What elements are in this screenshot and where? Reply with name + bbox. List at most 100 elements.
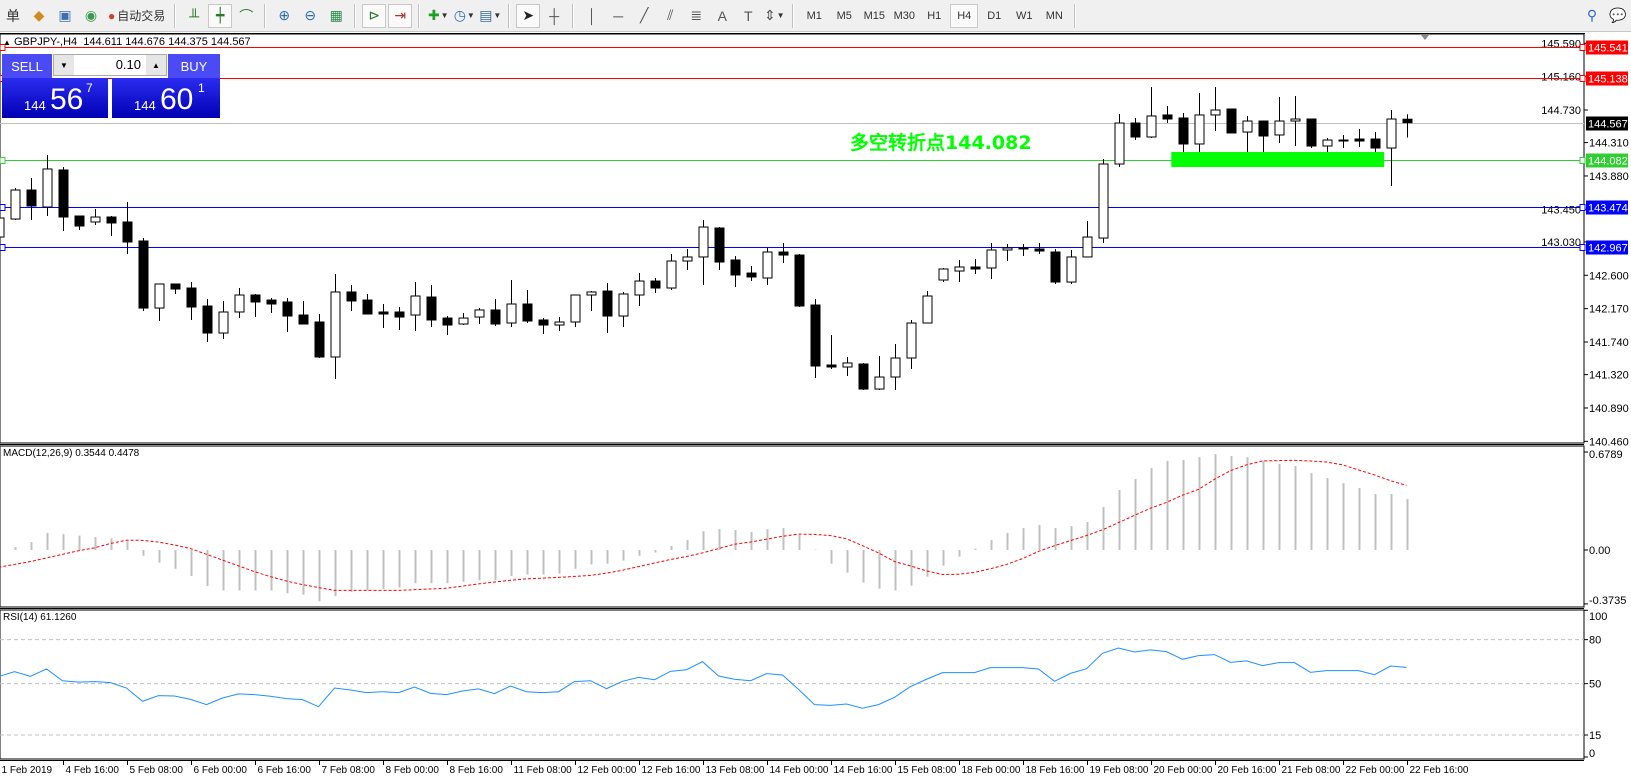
zoom-in-button[interactable]: ⊕ — [272, 4, 296, 28]
candle-body-bear — [1130, 122, 1141, 138]
candle — [58, 167, 69, 231]
timeframe-m15[interactable]: M15 — [863, 9, 885, 22]
candle — [986, 243, 997, 280]
bar-chart-button[interactable]: ╨ — [182, 4, 206, 28]
candle — [1114, 114, 1125, 168]
search-icon[interactable]: ⚲ — [1586, 7, 1598, 23]
text-button[interactable]: A — [710, 4, 734, 28]
chat-icon[interactable]: 💬 — [1609, 7, 1627, 23]
candle — [1386, 110, 1397, 186]
candle — [202, 299, 213, 343]
lot-increase-button[interactable]: ▲ — [146, 55, 166, 75]
price-tick-label: 145.160 — [1541, 72, 1581, 84]
candle — [218, 300, 229, 339]
collapse-triangle-icon[interactable]: ▲ — [3, 38, 11, 47]
text-label-button[interactable]: T — [736, 4, 760, 28]
fibonacci-button[interactable]: ≣ — [684, 4, 708, 28]
lot-size-spinner[interactable]: ▼ 0.10 ▲ — [53, 54, 167, 76]
level-anchor-handle[interactable] — [1579, 75, 1586, 82]
line-chart-button[interactable]: ⌒ — [234, 4, 258, 28]
timeframe-h1[interactable]: H1 — [927, 9, 942, 22]
periods-clock-button[interactable]: ◷ ▼ — [452, 4, 476, 28]
candle-body-bear — [810, 304, 821, 367]
level-anchor-handle[interactable] — [1579, 244, 1586, 251]
candle-body-bear — [58, 169, 69, 218]
cursor-button[interactable]: ➤ — [516, 3, 541, 28]
toolbar-separator — [264, 3, 267, 28]
time-tick-label: 21 Feb 08:00 — [1282, 765, 1341, 776]
chart-header: ▲ GBPJPY-,H4 144.611 144.676 144.375 144… — [3, 36, 251, 48]
level-anchor-handle[interactable] — [0, 244, 6, 251]
level-anchor-handle[interactable] — [1579, 204, 1586, 211]
timeframe-m5[interactable]: M5 — [836, 9, 852, 22]
buy-price-prefix: 144 — [134, 98, 156, 113]
orders-button[interactable]: 单 — [1, 4, 25, 28]
horizontal-line-button[interactable]: ─ — [606, 4, 630, 28]
candle — [794, 254, 805, 308]
buy-button[interactable]: BUY — [168, 54, 220, 79]
candle — [922, 291, 933, 324]
indicators-button[interactable]: ✚ ▼ — [426, 4, 450, 28]
sell-price-box[interactable]: 144 56 7 — [2, 78, 108, 118]
level-anchor-handle[interactable] — [1579, 157, 1586, 164]
chart-shift-button[interactable]: ⇥ — [388, 3, 413, 28]
level-anchor-handle[interactable] — [0, 157, 6, 164]
candle-body-bear — [778, 251, 789, 256]
timeframe-d1[interactable]: D1 — [987, 9, 1002, 22]
vertical-line-button[interactable]: │ — [580, 4, 604, 28]
candle — [1402, 114, 1413, 138]
navigator-button[interactable]: ▣ — [53, 4, 77, 28]
timeframe-w1[interactable]: W1 — [1016, 9, 1033, 22]
timeframe-m1[interactable]: M1 — [806, 9, 822, 22]
timeframe-m30[interactable]: M30 — [893, 9, 915, 22]
candle-body-bear — [730, 259, 741, 276]
candle — [106, 216, 117, 237]
lot-decrease-button[interactable]: ▼ — [54, 55, 74, 75]
zoom-out-button[interactable]: ⊖ — [298, 4, 322, 28]
level-price-tag — [1586, 40, 1628, 55]
tile-windows-button[interactable]: ▦ — [324, 4, 348, 28]
candle — [778, 243, 789, 264]
bar-chart-icon: ╨ — [189, 7, 200, 24]
lot-size-input[interactable]: 0.10 — [115, 57, 141, 72]
sell-button[interactable]: SELL — [2, 54, 52, 79]
candle — [1226, 108, 1237, 134]
auto-scroll-button[interactable]: ⊳ — [362, 3, 387, 28]
auto-scroll-icon: ⊳ — [368, 7, 381, 23]
auto-trading-button[interactable]: ● 自动交易 — [105, 4, 168, 28]
crosshair-button[interactable]: ┼ — [542, 4, 566, 28]
macd-tick-label: -0.3735 — [1589, 595, 1626, 607]
candle — [1178, 113, 1189, 152]
level-anchor-handle[interactable] — [0, 44, 6, 51]
templates-button[interactable]: ▤ ▼ — [478, 4, 502, 28]
equidistant-channel-button[interactable]: ⫽ — [658, 4, 682, 28]
signals-button[interactable]: ◉ — [79, 4, 103, 28]
candle — [1066, 249, 1077, 284]
trendline-button[interactable]: ╱ — [632, 4, 656, 28]
candlestick-chart-button[interactable]: ┿ — [208, 3, 233, 28]
arrows-button[interactable]: ⇕ ▼ — [762, 4, 786, 28]
candle — [746, 265, 757, 282]
price-tick-label: 140.460 — [1589, 436, 1629, 448]
candle — [1322, 138, 1333, 152]
candle-body-bear — [602, 290, 613, 317]
candle — [266, 298, 277, 314]
candle-body-bull — [234, 294, 245, 313]
candle-body-bull — [474, 309, 485, 318]
candle-body-bear — [314, 321, 325, 358]
timeframe-h4[interactable]: H4 — [950, 3, 979, 28]
time-tick-label: 18 Feb 16:00 — [1026, 765, 1085, 776]
level-anchor-handle[interactable] — [1579, 44, 1586, 51]
pivot-annotation-text[interactable]: 多空转折点144.082 — [850, 132, 1032, 154]
level-anchor-handle[interactable] — [0, 204, 6, 211]
candle-body-bear — [250, 294, 261, 303]
buy-price-box[interactable]: 144 60 1 — [112, 78, 220, 118]
candle-body-bear — [714, 227, 725, 263]
timeframe-mn[interactable]: MN — [1045, 9, 1063, 22]
pivot-zone-rectangle[interactable] — [1171, 151, 1385, 168]
candle-body-bull — [666, 260, 677, 289]
market-watch-button[interactable]: ◆ — [27, 4, 51, 28]
candle-body-bull — [698, 226, 709, 258]
candle-body-bear — [1370, 138, 1381, 149]
